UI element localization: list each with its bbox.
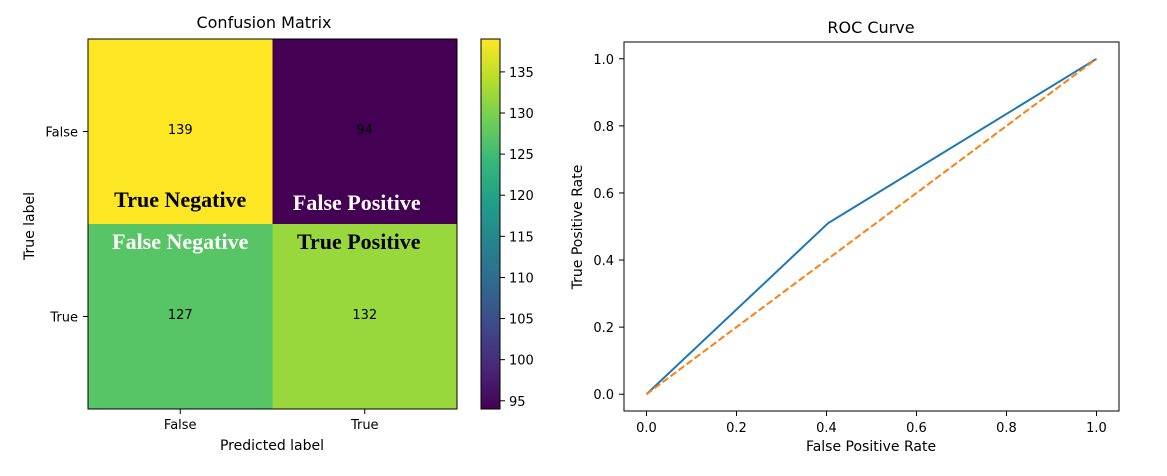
cm-values: 139 94 127 132 — [168, 123, 377, 323]
cm-x-tick-label: False — [164, 418, 197, 433]
roc-y-tick-label: 0.2 — [593, 321, 614, 336]
roc-y-tick-label: 0.4 — [593, 254, 614, 269]
roc-x-tick-label: 0.8 — [996, 421, 1017, 436]
cm-annotation: False Positive — [293, 190, 421, 215]
colorbar-tick-label: 100 — [509, 354, 534, 369]
colorbar-tick-label: 110 — [509, 271, 534, 286]
roc-curve-line — [645, 57, 1098, 395]
cm-cell-value: 127 — [168, 308, 193, 323]
cm-y-tick-label: False — [45, 126, 78, 141]
roc-y-tick-label: 1.0 — [593, 53, 614, 68]
cm-annotations: True Negative False Positive False Negativ… — [112, 187, 421, 254]
roc-y-tick-label: 0.6 — [593, 187, 614, 202]
colorbar-tick-label: 105 — [509, 313, 534, 328]
cm-cell — [88, 224, 273, 409]
colorbar: 95 100 105 110 115 120 125 130 135 — [480, 38, 534, 410]
cm-xlabel: Predicted label — [220, 438, 324, 454]
roc-x-tick-label: 1.0 — [1086, 421, 1107, 436]
roc-x-tick-label: 0.6 — [906, 421, 927, 436]
roc-title: ROC Curve — [827, 18, 914, 37]
cm-cell-value: 94 — [356, 123, 373, 138]
colorbar-gradient — [480, 38, 501, 410]
roc-y-ticks: 0.0 0.2 0.4 0.6 0.8 1.0 — [593, 53, 624, 403]
cm-annotation: False Negative — [112, 229, 248, 254]
cm-cell-value: 139 — [168, 123, 193, 138]
roc-x-tick-label: 0.4 — [816, 421, 837, 436]
colorbar-tick-label: 120 — [509, 189, 534, 204]
roc-x-ticks: 0.0 0.2 0.4 0.6 0.8 1.0 — [636, 411, 1107, 436]
roc-lines — [645, 57, 1098, 396]
colorbar-tick-label: 115 — [509, 230, 534, 245]
colorbar-tick-label: 130 — [509, 107, 534, 122]
cm-cell — [272, 224, 457, 409]
colorbar-tick-label: 135 — [509, 66, 534, 81]
cm-cell — [272, 39, 457, 224]
cm-title: Confusion Matrix — [196, 13, 331, 32]
cm-x-ticks: False True — [164, 409, 379, 433]
cm-ylabel: True label — [22, 192, 38, 261]
confusion-matrix-panel: Confusion Matrix 139 94 127 132 True Negati… — [22, 13, 458, 454]
colorbar-tick-label: 95 — [509, 395, 526, 410]
roc-panel: ROC Curve 0.0 0.2 0.4 0.6 0.8 1.0 0.00.20.40.… — [570, 18, 1120, 455]
colorbar-tick-label: 125 — [509, 148, 534, 163]
cm-x-tick-label: True — [350, 418, 379, 433]
roc-frame — [623, 41, 1120, 412]
cm-cells — [88, 39, 457, 409]
roc-x-tick-label: 0.2 — [726, 421, 747, 436]
roc-y-tick-label: 0.0 — [593, 388, 614, 403]
roc-y-tick-label: 0.8 — [593, 120, 614, 135]
roc-chance-line — [645, 57, 1098, 396]
cm-cell — [88, 39, 273, 224]
cm-cell-value: 132 — [352, 308, 377, 323]
cm-annotation: True Negative — [114, 187, 246, 212]
cm-frame — [87, 38, 458, 410]
cm-y-tick-label: True — [49, 311, 78, 326]
cm-annotation: True Positive — [297, 229, 421, 254]
colorbar-ticks: 95 100 105 110 115 120 125 130 135 — [500, 66, 534, 410]
roc-ylabel: True Positive Rate — [570, 165, 586, 291]
cm-y-ticks: False True — [45, 126, 88, 326]
roc-xlabel: False Positive Rate — [806, 439, 936, 455]
roc-x-tick-label: 0.0 — [636, 421, 657, 436]
